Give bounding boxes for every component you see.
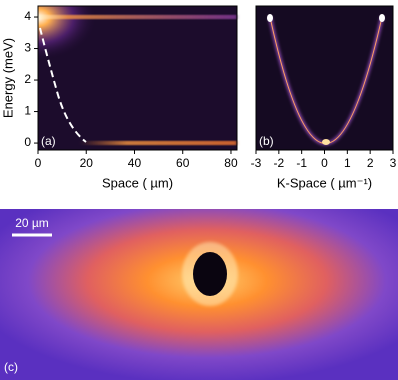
x-axis-label: K-Space ( µm⁻¹): [277, 175, 372, 190]
x-tick-label: -3: [251, 156, 262, 170]
y-tick-label: 2: [24, 72, 31, 86]
x-tick-label: -1: [296, 156, 307, 170]
x-tick-label: 3: [390, 156, 397, 170]
x-axis-label: Space ( µm): [102, 175, 173, 190]
scale-bar-label: 20 µm: [15, 216, 49, 230]
x-tick-label: 1: [344, 156, 351, 170]
x-tick-label: 2: [367, 156, 374, 170]
y-tick-label: 1: [24, 104, 31, 118]
panel-label: (a): [41, 134, 56, 148]
y-axis-label: Energy (meV): [0, 38, 15, 118]
axes-frame: [37, 5, 238, 151]
y-tick-label: 0: [24, 135, 31, 149]
panel-label: (b): [259, 134, 274, 148]
panel-a-image: [38, 6, 237, 150]
panel-c-image: [0, 209, 398, 380]
panel-label: (c): [4, 360, 18, 374]
y-tick-label: 4: [24, 9, 31, 23]
x-tick-label: 40: [128, 156, 142, 170]
y-tick-label: 3: [24, 41, 31, 55]
x-tick-label: 20: [80, 156, 94, 170]
x-tick-label: 0: [321, 156, 328, 170]
x-tick-label: 60: [176, 156, 190, 170]
panel-b-image: [256, 6, 393, 150]
x-tick-label: 0: [35, 156, 42, 170]
x-tick-label: -2: [273, 156, 284, 170]
x-tick-label: 80: [224, 156, 238, 170]
